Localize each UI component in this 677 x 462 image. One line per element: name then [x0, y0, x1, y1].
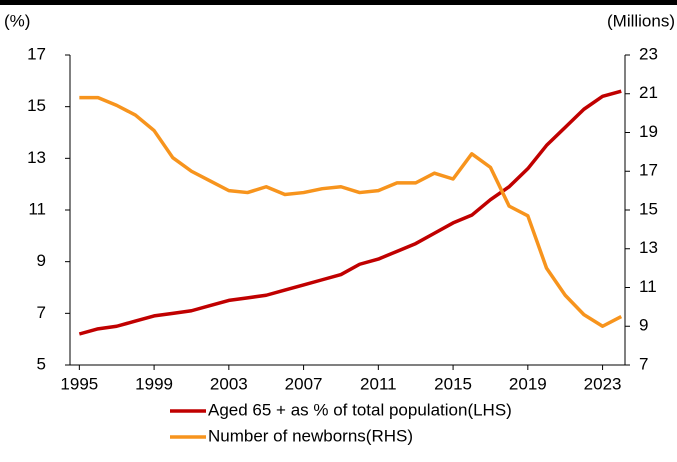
y-tick-label: 15: [27, 96, 46, 115]
series-line: [78, 89, 622, 336]
y-tick-label: 17: [27, 44, 46, 63]
y2-tick-label: 15: [639, 199, 658, 218]
y-axis-label: (%): [4, 11, 30, 30]
y2-tick-label: 7: [639, 354, 648, 373]
y2-axis-label: (Millions): [607, 11, 675, 30]
x-tick-label: 2007: [285, 374, 323, 393]
x-tick-label: 2023: [584, 374, 622, 393]
header-bar: [0, 0, 677, 5]
legend-label: Number of newborns(RHS): [208, 426, 413, 445]
y2-tick-label: 9: [639, 316, 648, 335]
x-tick-label: 1995: [60, 374, 98, 393]
y-tick-label: 13: [27, 148, 46, 167]
x-tick-label: 2015: [434, 374, 472, 393]
y-tick-label: 5: [37, 354, 46, 373]
legend-label: Aged 65 + as % of total population(LHS): [208, 400, 512, 419]
y2-tick-label: 13: [639, 238, 658, 257]
x-tick-label: 1999: [135, 374, 173, 393]
y-tick-label: 11: [28, 199, 46, 218]
x-tick-label: 2003: [210, 374, 248, 393]
y2-tick-label: 17: [639, 161, 658, 180]
x-tick-label: 2011: [360, 374, 397, 393]
y2-tick-label: 23: [639, 44, 658, 63]
y2-tick-label: 19: [639, 122, 658, 141]
x-tick-label: 2019: [509, 374, 547, 393]
series-line: [79, 95, 623, 328]
y-tick-label: 7: [37, 303, 46, 322]
y-tick-label: 9: [37, 251, 46, 270]
y2-tick-label: 11: [639, 277, 657, 296]
y2-tick-label: 21: [639, 83, 658, 102]
